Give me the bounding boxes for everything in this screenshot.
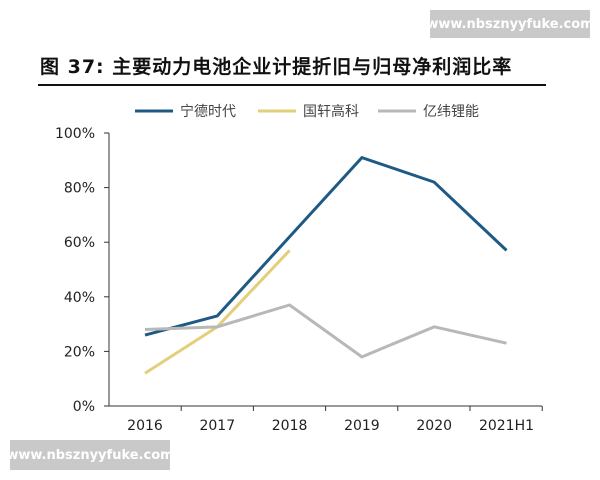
- watermark-top: www.nbsznyyfuke.com: [426, 10, 594, 38]
- series-line-0: [144, 155, 508, 337]
- x-tick-label: 2021H1: [479, 418, 534, 434]
- series-line-2: [144, 303, 507, 359]
- title-divider: [38, 84, 546, 86]
- legend-label-0: 宁德时代: [180, 103, 236, 120]
- x-tick-label: 2017: [199, 418, 235, 434]
- y-tick-label: 20%: [64, 344, 95, 360]
- legend-label-1: 国轩高科: [303, 103, 359, 120]
- legend-label-2: 亿纬锂能: [423, 104, 479, 120]
- x-tick-label: 2019: [344, 418, 380, 434]
- x-tick-label: 2020: [416, 418, 452, 434]
- y-tick-label: 100%: [55, 126, 95, 142]
- x-tick-label: 2018: [272, 418, 308, 434]
- watermark-bottom: www.nbsznyyfuke.com: [6, 440, 174, 470]
- y-tick-label: 60%: [64, 235, 95, 251]
- y-tick-label: 40%: [64, 290, 95, 306]
- y-tick-label: 0%: [73, 399, 95, 415]
- chart-title: 图 37: 主要动力电池企业计提折旧与归母净利润比率: [40, 56, 513, 78]
- x-tick-label: 2016: [127, 418, 163, 434]
- y-tick-label: 80%: [64, 181, 95, 197]
